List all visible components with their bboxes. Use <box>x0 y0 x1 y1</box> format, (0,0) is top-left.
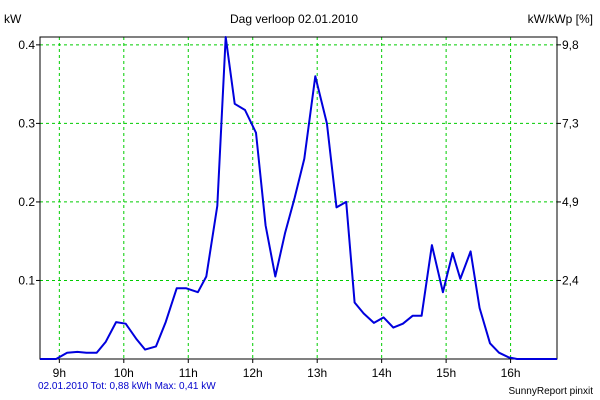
y-left-tick-label: 0.3 <box>18 116 35 130</box>
y-left-axis-label: kW <box>4 12 22 26</box>
y-right-tick-label: 9,8 <box>562 38 579 52</box>
y-left-tick-label: 0.1 <box>18 273 35 287</box>
x-tick-label: 12h <box>243 366 263 380</box>
x-tick-label: 16h <box>501 366 521 380</box>
x-tick-label: 15h <box>436 366 456 380</box>
y-right-tick-label: 4,9 <box>562 195 579 209</box>
y-left-tick-label: 0.4 <box>18 38 35 52</box>
y-left-tick-label: 0.2 <box>18 195 35 209</box>
footer-credit: SunnyReport pinxit <box>508 386 594 397</box>
y-right-axis-label: kW/kWp [%] <box>527 12 593 26</box>
x-tick-label: 10h <box>114 366 134 380</box>
plot-frame <box>39 36 558 360</box>
power-series-line <box>40 36 557 360</box>
x-tick-label: 13h <box>307 366 327 380</box>
chart-title: Dag verloop 02.01.2010 <box>230 12 359 26</box>
x-tick-label: 9h <box>53 366 66 380</box>
footer-summary: 02.01.2010 Tot: 0,88 kWh Max: 0,41 kW <box>38 381 216 392</box>
x-tick-label: 14h <box>372 366 392 380</box>
y-right-tick-label: 2,4 <box>562 273 579 287</box>
y-right-tick-label: 7,3 <box>562 116 579 130</box>
x-tick-label: 11h <box>179 366 198 380</box>
